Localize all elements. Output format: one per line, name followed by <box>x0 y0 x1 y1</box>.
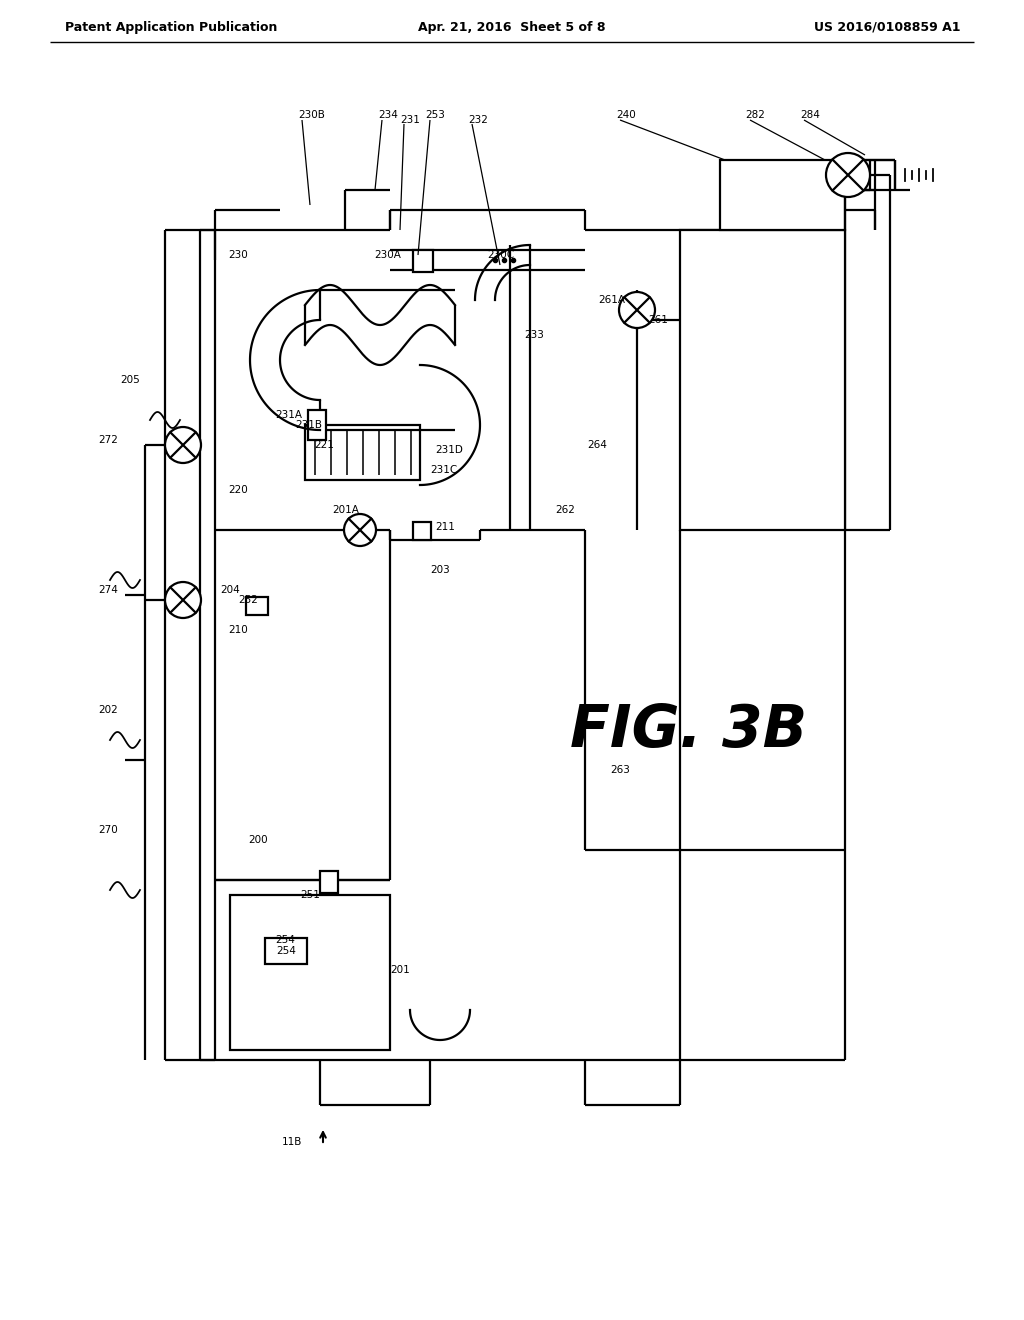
Bar <box>413 249 433 272</box>
Bar <box>680 230 845 531</box>
Text: 231D: 231D <box>435 445 463 455</box>
Text: 231A: 231A <box>275 411 302 420</box>
Bar <box>265 939 307 964</box>
Circle shape <box>165 582 201 618</box>
Bar <box>308 411 326 440</box>
Text: US 2016/0108859 A1: US 2016/0108859 A1 <box>813 21 961 33</box>
Text: FIG. 3B: FIG. 3B <box>570 701 807 759</box>
Text: 261A: 261A <box>598 294 625 305</box>
Text: 201A: 201A <box>332 506 358 515</box>
Text: 230B: 230B <box>298 110 325 120</box>
Text: 202: 202 <box>98 705 118 715</box>
Text: 264: 264 <box>587 440 607 450</box>
Text: 231C: 231C <box>430 465 458 475</box>
Bar <box>305 425 420 480</box>
Text: 234: 234 <box>378 110 398 120</box>
Text: 254: 254 <box>275 935 295 945</box>
Text: 220: 220 <box>228 484 248 495</box>
Bar <box>319 871 338 894</box>
Text: Apr. 21, 2016  Sheet 5 of 8: Apr. 21, 2016 Sheet 5 of 8 <box>418 21 606 33</box>
Text: 200: 200 <box>248 836 267 845</box>
Circle shape <box>618 292 655 327</box>
Text: 231: 231 <box>400 115 420 125</box>
Text: 230: 230 <box>228 249 248 260</box>
Text: 263: 263 <box>610 766 630 775</box>
Bar <box>413 521 431 540</box>
Text: 282: 282 <box>745 110 765 120</box>
Text: 204: 204 <box>220 585 240 595</box>
Bar <box>246 597 268 615</box>
Text: 231B: 231B <box>295 420 322 430</box>
Text: 240: 240 <box>616 110 636 120</box>
Text: 284: 284 <box>800 110 820 120</box>
Text: 251: 251 <box>300 890 319 900</box>
Bar <box>230 895 390 1049</box>
Text: 252: 252 <box>238 595 258 605</box>
Text: 262: 262 <box>555 506 574 515</box>
Text: 221: 221 <box>314 440 334 450</box>
Text: 203: 203 <box>430 565 450 576</box>
Text: 201: 201 <box>390 965 410 975</box>
Circle shape <box>826 153 870 197</box>
Text: 211: 211 <box>435 521 455 532</box>
Text: 230A: 230A <box>374 249 400 260</box>
Circle shape <box>165 426 201 463</box>
Bar <box>720 160 845 230</box>
Text: 270: 270 <box>98 825 118 836</box>
Text: 205: 205 <box>120 375 140 385</box>
Text: Patent Application Publication: Patent Application Publication <box>65 21 278 33</box>
Text: 274: 274 <box>98 585 118 595</box>
Circle shape <box>344 513 376 546</box>
Text: 230C: 230C <box>487 249 514 260</box>
Text: 233: 233 <box>524 330 544 341</box>
Text: 210: 210 <box>228 624 248 635</box>
Text: 254: 254 <box>276 946 296 956</box>
Text: 232: 232 <box>468 115 487 125</box>
Text: 253: 253 <box>425 110 444 120</box>
Text: 11B: 11B <box>282 1137 302 1147</box>
Text: 272: 272 <box>98 436 118 445</box>
Text: 261: 261 <box>648 315 668 325</box>
